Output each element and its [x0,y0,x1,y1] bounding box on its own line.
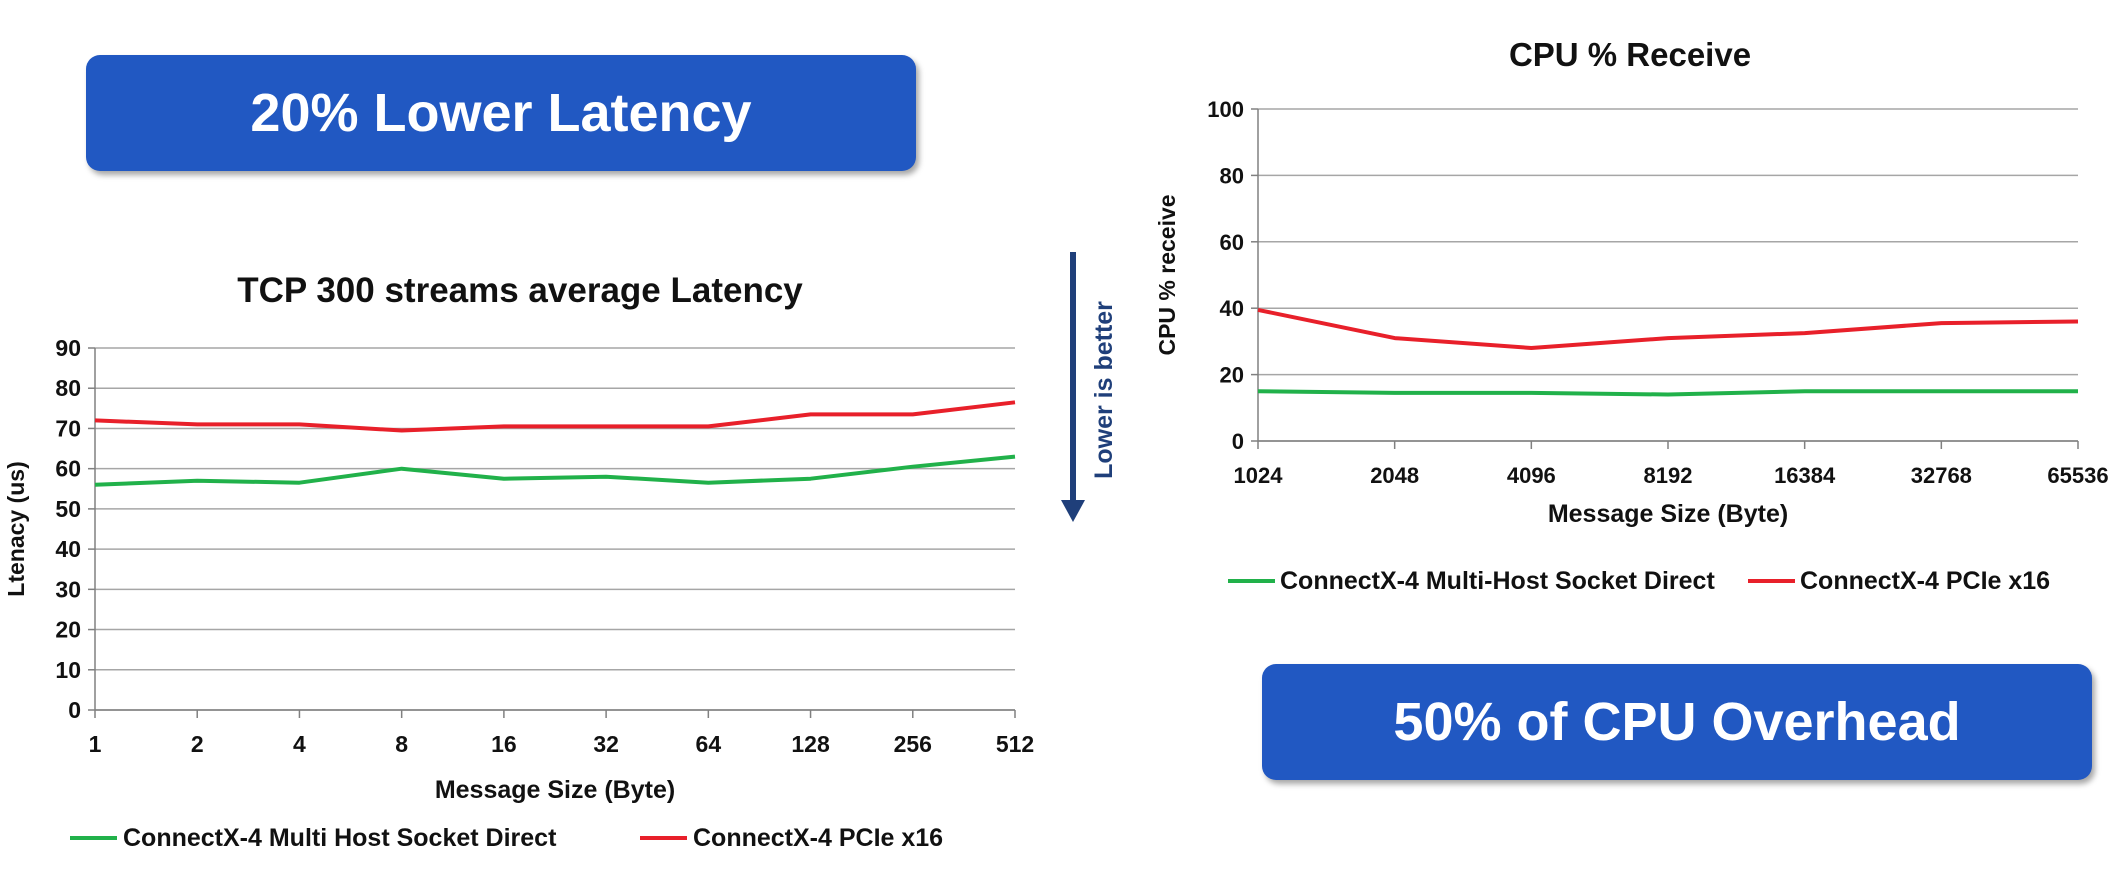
x-tick-label: 16 [491,731,517,757]
lower-latency-banner: 20% Lower Latency [86,55,916,171]
x-tick-label: 1 [89,731,102,757]
y-tick-label: 0 [68,697,81,723]
lower-is-better-label: Lower is better [1090,301,1118,479]
x-tick-label: 32 [593,731,619,757]
series-line-2 [94,400,1016,433]
x-tick-label: 65536 [2047,463,2108,488]
series-line-2 [1257,307,2079,350]
y-tick-label: 80 [55,375,81,401]
y-tick-label: 60 [1220,230,1244,255]
x-tick-label: 64 [696,731,722,757]
y-tick-label: 90 [55,335,81,361]
y-axis-label: CPU % receive [1154,194,1180,355]
arrow-head-icon [1061,500,1085,522]
lower-is-better-note: Lower is better [1061,252,1118,522]
x-axis-label: Message Size (Byte) [1548,500,1788,528]
y-tick-label: 50 [55,496,81,522]
x-axis-label: Message Size (Byte) [435,776,675,804]
y-tick-label: 20 [55,617,81,643]
y-tick-label: 80 [1220,163,1244,188]
x-tick-label: 2048 [1370,463,1419,488]
legend-label: ConnectX-4 Multi-Host Socket Direct [1280,567,1715,595]
legend-label: ConnectX-4 PCIe x16 [1800,567,2050,595]
x-tick-label: 4096 [1507,463,1556,488]
chart-title: CPU % Receive [1509,36,1751,73]
y-tick-label: 10 [55,657,81,683]
series-line-1 [94,454,1016,487]
chart-2: CPU % Receive 0 20 40 60 80 100 1024 2048 4096 819… [1154,36,2109,595]
x-tick-label: 128 [791,731,830,757]
y-axis-label: Ltenacy (us) [3,461,29,596]
chart-1: TCP 300 streams average Latency 0 10 20 30 40… [3,271,1034,852]
y-tick-label: 0 [1232,429,1244,454]
x-tick-label: 16384 [1774,463,1836,488]
x-tick-label: 512 [996,731,1034,757]
legend-label: ConnectX-4 Multi Host Socket Direct [123,824,557,852]
y-tick-label: 40 [55,536,81,562]
y-tick-label: 20 [1220,363,1244,388]
x-tick-label: 1024 [1234,463,1284,488]
x-tick-label: 4 [293,731,306,757]
x-tick-label: 2 [191,731,204,757]
y-tick-label: 100 [1207,97,1244,122]
y-tick-label: 70 [55,415,81,441]
chart-title: TCP 300 streams average Latency [237,271,803,310]
legend-label: ConnectX-4 PCIe x16 [693,824,943,852]
series-line-1 [1257,389,2078,397]
y-tick-label: 40 [1220,296,1244,321]
y-tick-label: 60 [55,456,81,482]
x-tick-label: 32768 [1911,463,1972,488]
x-tick-label: 8 [395,731,408,757]
y-tick-label: 30 [55,576,81,602]
cpu-overhead-banner: 50% of CPU Overhead [1262,664,2092,780]
x-tick-label: 256 [894,731,932,757]
x-tick-label: 8192 [1644,463,1693,488]
